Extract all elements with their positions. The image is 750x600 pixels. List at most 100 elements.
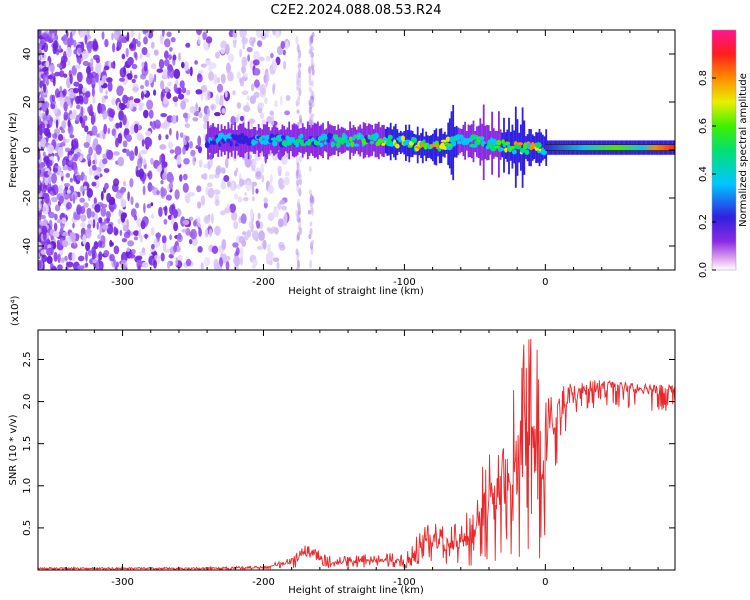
noise-blob xyxy=(118,102,123,109)
streak-blob xyxy=(295,248,299,256)
streak-blob xyxy=(295,169,299,180)
noise-blob xyxy=(92,159,96,165)
noise-blob xyxy=(67,60,71,66)
noise-blob xyxy=(69,103,73,109)
noise-blob xyxy=(92,219,96,229)
band-halo xyxy=(398,132,400,152)
noise-blob xyxy=(54,71,61,77)
noise-blob xyxy=(49,64,55,73)
noise-blob xyxy=(193,220,197,227)
noise-blob xyxy=(121,53,126,60)
noise-blob xyxy=(263,74,267,84)
streak-blob xyxy=(296,86,299,92)
noise-blob xyxy=(68,160,73,166)
noise-blob xyxy=(85,228,92,239)
band-core xyxy=(373,132,379,140)
noise-blob xyxy=(43,120,48,126)
noise-blob xyxy=(263,201,268,209)
noise-blob xyxy=(172,54,177,61)
noise-blob xyxy=(59,238,63,245)
noise-blob xyxy=(163,119,168,130)
noise-blob xyxy=(118,209,122,217)
band-core xyxy=(411,137,417,144)
noise-blob xyxy=(169,128,172,136)
noise-blob xyxy=(59,85,63,93)
noise-blob xyxy=(181,87,187,94)
noise-blob xyxy=(184,193,191,204)
streak-blob xyxy=(308,165,312,172)
noise-blob xyxy=(220,167,226,174)
band-halo xyxy=(371,125,373,156)
noise-blob xyxy=(126,149,130,157)
streak-blob xyxy=(296,109,300,115)
snr-y-tick-label: 1.0 xyxy=(22,478,33,494)
band-core xyxy=(323,141,328,145)
noise-blob xyxy=(251,185,255,196)
band-core xyxy=(381,142,386,146)
streak-blob xyxy=(308,78,312,86)
noise-blob xyxy=(119,34,125,43)
noise-blob xyxy=(98,251,103,261)
noise-blob xyxy=(112,42,116,53)
noise-blob xyxy=(38,201,42,211)
colorbar-tick-label: 0.0 xyxy=(698,262,709,278)
streak-blob xyxy=(297,233,301,241)
noise-blob xyxy=(190,228,197,240)
streak-blob xyxy=(297,261,301,270)
noise-blob xyxy=(255,220,260,225)
streak-blob xyxy=(298,49,302,59)
noise-blob xyxy=(277,165,282,174)
colorbar-tick-label: 0.8 xyxy=(698,70,709,86)
band-core xyxy=(319,142,324,148)
noise-blob xyxy=(48,159,53,167)
noise-blob xyxy=(58,45,62,52)
noise-blob xyxy=(257,40,263,47)
noise-blob xyxy=(137,265,141,270)
noise-blob xyxy=(215,165,222,173)
noise-blob xyxy=(51,32,55,39)
noise-blob xyxy=(147,170,153,180)
noise-blob xyxy=(38,42,42,50)
noise-blob xyxy=(38,228,42,233)
noise-blob xyxy=(143,202,146,214)
noise-blob xyxy=(177,93,185,100)
band-core xyxy=(445,136,451,142)
streak-blob xyxy=(297,202,301,212)
noise-blob xyxy=(183,61,189,71)
noise-blob xyxy=(117,156,125,167)
noise-blob xyxy=(239,178,244,187)
colorbar-ticks: 0.0 0.2 0.4 0.6 0.8 xyxy=(698,70,716,278)
snr-y-axis-label: SNR (10 * v/v) xyxy=(8,414,19,485)
noise-blob xyxy=(160,252,165,262)
noise-blob xyxy=(284,212,288,224)
noise-blob xyxy=(258,230,265,242)
noise-blob xyxy=(225,62,231,74)
noise-blob xyxy=(50,103,56,110)
streak-blob xyxy=(308,106,312,115)
noise-blob xyxy=(84,91,91,98)
noise-blob xyxy=(59,171,64,177)
noise-blob xyxy=(251,264,257,269)
noise-blob xyxy=(113,30,121,41)
noise-blob xyxy=(177,254,183,262)
noise-blob xyxy=(38,97,45,102)
noise-blob xyxy=(38,260,42,269)
noise-blob xyxy=(267,260,273,265)
snr-y-tick-label: 2.5 xyxy=(22,352,33,368)
noise-blob xyxy=(198,159,203,168)
noise-blob xyxy=(39,221,46,226)
noise-blob xyxy=(133,74,138,79)
noise-blob xyxy=(104,95,108,100)
noise-blob xyxy=(130,124,136,135)
noise-blob xyxy=(186,89,191,96)
noise-blob xyxy=(141,47,148,56)
noise-blob xyxy=(233,193,239,200)
noise-blob xyxy=(47,131,52,139)
noise-blob xyxy=(131,63,138,70)
noise-blob xyxy=(121,238,127,243)
noise-blob xyxy=(61,129,66,134)
streak-blob xyxy=(310,35,314,43)
noise-blob xyxy=(117,133,123,144)
noise-blob xyxy=(138,31,141,41)
